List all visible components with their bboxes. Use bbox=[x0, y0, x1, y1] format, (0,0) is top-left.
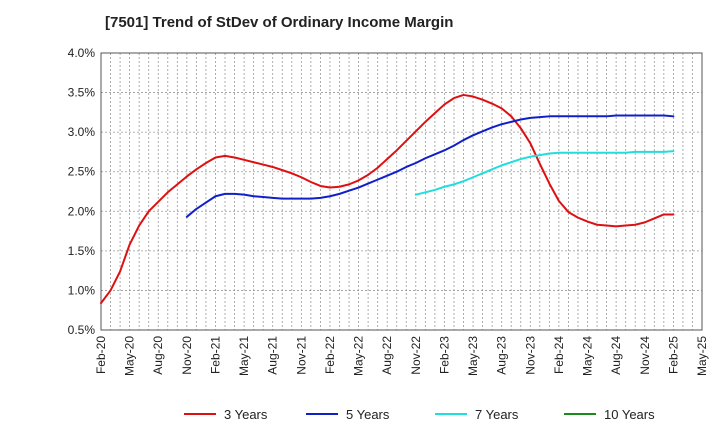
legend-label: 5 Years bbox=[346, 407, 390, 422]
y-tick-label: 0.5% bbox=[68, 323, 96, 337]
x-tick-label: Aug-21 bbox=[266, 336, 280, 375]
legend-label: 10 Years bbox=[604, 407, 655, 422]
y-tick-label: 1.5% bbox=[68, 244, 96, 258]
plot-border bbox=[100, 52, 703, 331]
x-tick-label: Nov-24 bbox=[638, 336, 652, 375]
legend-label: 7 Years bbox=[475, 407, 519, 422]
x-tick-label: May-20 bbox=[123, 336, 137, 376]
series-line bbox=[185, 114, 675, 218]
y-tick-label: 2.5% bbox=[68, 165, 96, 179]
x-tick-label: May-23 bbox=[466, 336, 480, 376]
y-tick-label: 3.0% bbox=[68, 125, 96, 139]
x-tick-label: Feb-22 bbox=[323, 336, 337, 374]
plot-area bbox=[101, 53, 702, 330]
x-tick-label: May-22 bbox=[352, 336, 366, 376]
y-tick-label: 2.0% bbox=[68, 204, 96, 218]
x-tick-label: Aug-22 bbox=[380, 336, 394, 375]
x-tick-label: May-21 bbox=[237, 336, 251, 376]
y-tick-label: 4.0% bbox=[68, 46, 96, 60]
y-tick-label: 1.0% bbox=[68, 283, 96, 297]
x-tick-label: Feb-24 bbox=[552, 336, 566, 374]
x-tick-label: Nov-22 bbox=[409, 336, 423, 375]
x-tick-label: Feb-25 bbox=[666, 336, 680, 374]
x-tick-label: Aug-23 bbox=[495, 336, 509, 375]
legend-label: 3 Years bbox=[224, 407, 268, 422]
x-tick-label: Aug-20 bbox=[151, 336, 165, 375]
x-tick-label: May-24 bbox=[581, 336, 595, 376]
x-tick-label: Feb-23 bbox=[437, 336, 451, 374]
series-line bbox=[414, 150, 675, 196]
y-tick-label: 3.5% bbox=[68, 86, 96, 100]
x-tick-label: Feb-20 bbox=[94, 336, 108, 374]
x-tick-label: May-25 bbox=[695, 336, 709, 376]
chart-title: [7501] Trend of StDev of Ordinary Income… bbox=[105, 14, 454, 31]
series-line bbox=[100, 93, 675, 305]
x-tick-label: Nov-21 bbox=[294, 336, 308, 375]
x-tick-label: Nov-20 bbox=[180, 336, 194, 375]
x-tick-label: Aug-24 bbox=[609, 336, 623, 375]
x-tick-label: Feb-21 bbox=[208, 336, 222, 374]
x-tick-label: Nov-23 bbox=[523, 336, 537, 375]
